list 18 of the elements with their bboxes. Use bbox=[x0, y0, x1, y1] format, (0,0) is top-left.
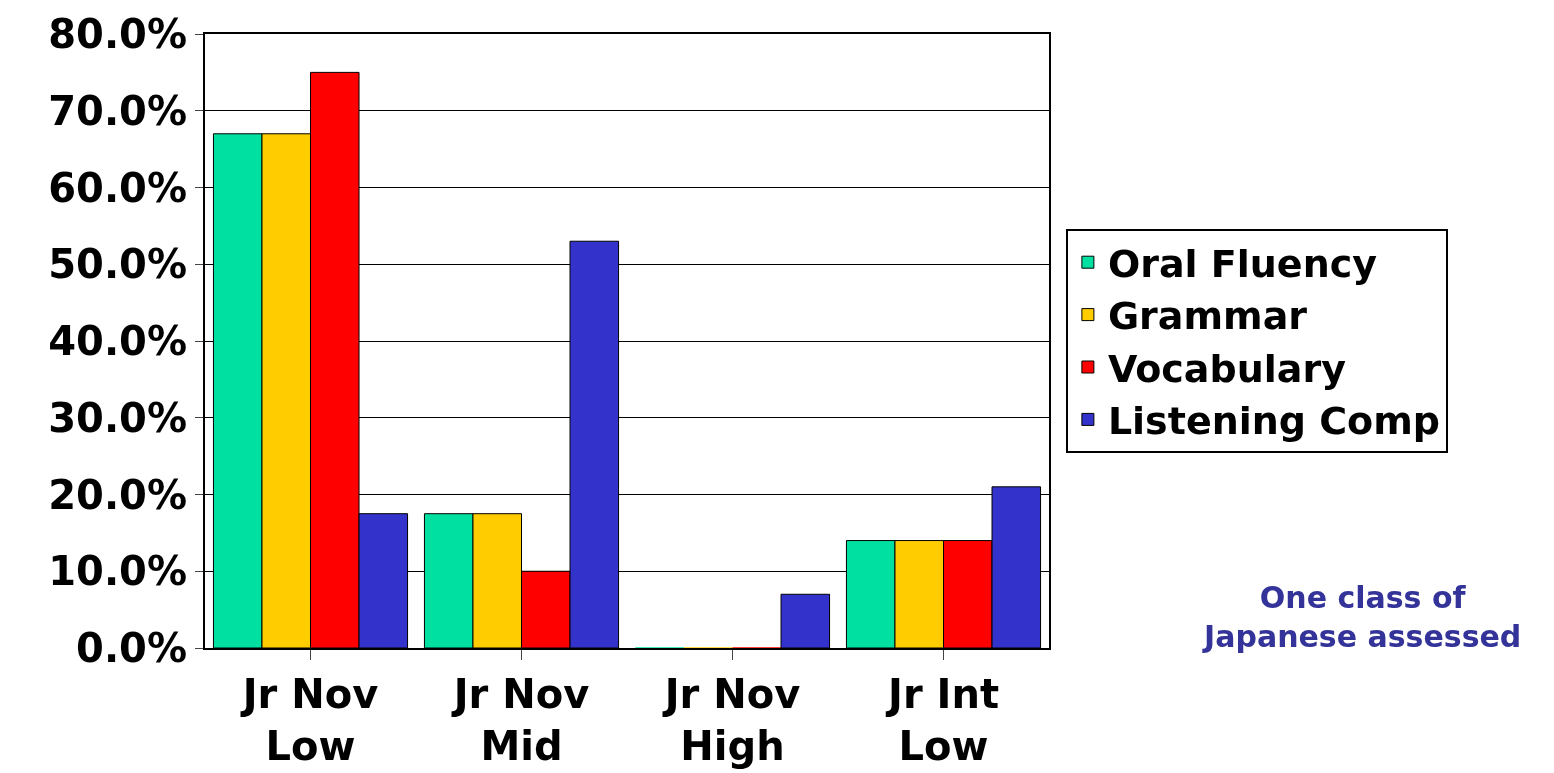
text: One class of Japanese assessed bbox=[1202, 580, 1522, 654]
x-tick-label: Jr Int Low bbox=[884, 671, 1000, 769]
x-tick-label: Jr Nov High bbox=[661, 671, 801, 769]
x-tick-label: Jr Nov Mid bbox=[450, 671, 590, 769]
y-tick-label: 60.0% bbox=[48, 164, 187, 211]
y-tick-label: 50.0% bbox=[48, 241, 187, 288]
y-tick-label: 10.0% bbox=[48, 548, 187, 595]
y-tick-label: 70.0% bbox=[48, 87, 187, 134]
x-tick-label: Jr Nov Low bbox=[239, 671, 379, 769]
legend-label: Grammar bbox=[1107, 294, 1308, 339]
y-tick-label: 40.0% bbox=[48, 318, 187, 364]
y-tick-label: 20.0% bbox=[48, 471, 187, 518]
legend-label: Vocabulary bbox=[1107, 346, 1347, 391]
legend-label: Oral Fluency bbox=[1107, 242, 1378, 287]
y-tick-label: 0.0% bbox=[76, 625, 187, 671]
y-tick-label: 80.0% bbox=[48, 11, 187, 57]
y-tick-label: 30.0% bbox=[48, 394, 187, 441]
legend-label: Listening Comp bbox=[1107, 399, 1441, 444]
